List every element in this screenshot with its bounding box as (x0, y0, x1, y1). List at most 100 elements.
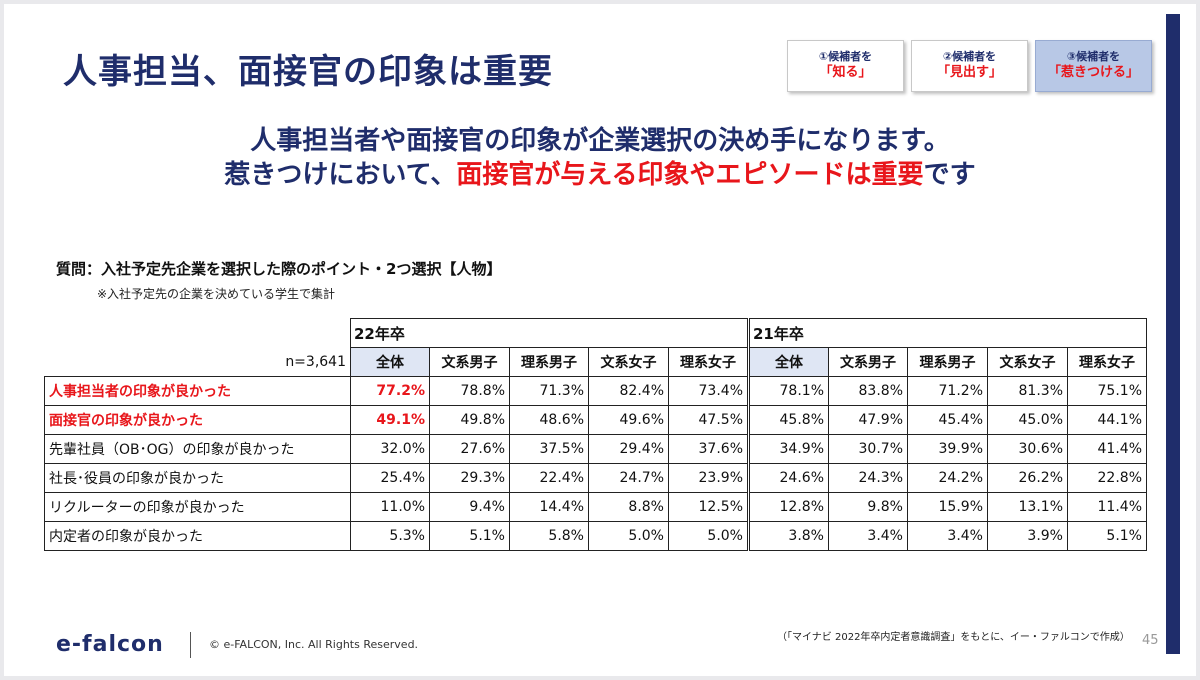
table-cell: 71.2% (907, 376, 988, 406)
sample-size: n=3,641 (285, 353, 346, 370)
table-cell: 29.3% (429, 463, 510, 493)
step-3-attract: ③候補者を 「惹きつける」 (1035, 40, 1152, 92)
page-number: 45 (1142, 633, 1159, 648)
table-cell: 22.4% (509, 463, 589, 493)
headline-line-2-prefix: 惹きつけにおいて、 (224, 160, 457, 190)
table-row: 面接官の印象が良かった 49.1% 49.8% 48.6% 49.6% 47.5% 45.8… (44, 405, 1147, 435)
row-label: 面接官の印象が良かった (44, 405, 351, 435)
col-header-all: 全体 (350, 347, 430, 377)
step-3-number: ③候補者を (1066, 50, 1121, 63)
table-cell: 3.9% (987, 521, 1068, 551)
table-cell: 39.9% (907, 434, 988, 464)
col-header-science-male: 理系男子 (509, 347, 589, 377)
table-cell: 5.0% (668, 521, 749, 551)
row-label: 社長･役員の印象が良かった (44, 463, 351, 493)
accent-bar (1166, 14, 1180, 654)
table-group-row: 22年卒 21年卒 (45, 318, 1147, 348)
table-cell: 3.8% (747, 521, 829, 551)
table-cell: 9.4% (429, 492, 510, 522)
table-cell: 3.4% (907, 521, 988, 551)
table-cell: 49.1% (350, 405, 430, 435)
table-cell: 78.8% (429, 376, 510, 406)
col-header-science-female: 理系女子 (668, 347, 749, 377)
table-cell: 3.4% (828, 521, 908, 551)
table-cell: 78.1% (747, 376, 829, 406)
copyright: © e-FALCON, Inc. All Rights Reserved. (209, 638, 419, 651)
row-label: リクルーターの印象が良かった (44, 492, 351, 522)
table-cell: 24.7% (588, 463, 669, 493)
headline-line-2-highlight: 面接官が与える印象やエピソードは重要 (456, 160, 924, 190)
table-cell: 29.4% (588, 434, 669, 464)
col-header-all: 全体 (747, 347, 829, 377)
results-table: 22年卒 21年卒 n=3,641 全体 文系男子 理系男子 文系女子 理系女子… (44, 318, 1147, 551)
page-title: 人事担当、面接官の印象は重要 (63, 52, 553, 92)
step-1-label: 「知る」 (819, 65, 872, 80)
table-cell: 37.5% (509, 434, 589, 464)
table-cell: 5.0% (588, 521, 669, 551)
source-citation: （「マイナビ 2022年卒内定者意識調査」をもとに、イー・ファルコンで作成） (777, 632, 1130, 643)
group-header-22: 22年卒 (350, 318, 749, 348)
table-cell: 49.8% (429, 405, 510, 435)
table-cell: 5.1% (1067, 521, 1147, 551)
survey-question: 質問：入社予定先企業を選択した際のポイント・2つ選択【人物】 (56, 260, 502, 278)
col-header-science-male: 理系男子 (907, 347, 988, 377)
table-cell: 47.9% (828, 405, 908, 435)
step-2-find: ②候補者を 「見出す」 (911, 40, 1028, 92)
col-header-humanities-male: 文系男子 (828, 347, 908, 377)
table-cell: 41.4% (1067, 434, 1147, 464)
table-cell: 71.3% (509, 376, 589, 406)
table-cell: 45.0% (987, 405, 1068, 435)
table-cell: 9.8% (828, 492, 908, 522)
row-label: 先輩社員（OB･OG）の印象が良かった (44, 434, 351, 464)
table-cell: 45.4% (907, 405, 988, 435)
table-cell: 24.6% (747, 463, 829, 493)
row-label: 人事担当者の印象が良かった (44, 376, 351, 406)
table-cell: 30.6% (987, 434, 1068, 464)
table-cell: 75.1% (1067, 376, 1147, 406)
col-header-humanities-male: 文系男子 (429, 347, 510, 377)
table-cell: 77.2% (350, 376, 430, 406)
table-cell: 24.2% (907, 463, 988, 493)
table-cell: 73.4% (668, 376, 749, 406)
table-cell: 5.3% (350, 521, 430, 551)
survey-note: ※入社予定先の企業を決めている学生で集計 (97, 287, 336, 301)
table-cell: 81.3% (987, 376, 1068, 406)
table-cell: 5.8% (509, 521, 589, 551)
table-cell: 30.7% (828, 434, 908, 464)
table-row: 先輩社員（OB･OG）の印象が良かった 32.0% 27.6% 37.5% 29.4% 3… (44, 434, 1147, 464)
table-row: 社長･役員の印象が良かった 25.4% 29.3% 22.4% 24.7% 23.9% 24… (44, 463, 1147, 493)
table-cell: 32.0% (350, 434, 430, 464)
table-cell: 15.9% (907, 492, 988, 522)
table-cell: 24.3% (828, 463, 908, 493)
table-cell: 47.5% (668, 405, 749, 435)
table-cell: 44.1% (1067, 405, 1147, 435)
slide: 人事担当、面接官の印象は重要 ①候補者を 「知る」 ②候補者を 「見出す」 ③候… (4, 4, 1196, 676)
col-header-science-female: 理系女子 (1067, 347, 1147, 377)
table-row: リクルーターの印象が良かった 11.0% 9.4% 14.4% 8.8% 12.5% 12.… (44, 492, 1147, 522)
table-cell: 14.4% (509, 492, 589, 522)
table-cell: 13.1% (987, 492, 1068, 522)
footer-divider (190, 632, 191, 658)
step-2-label: 「見出す」 (936, 65, 1002, 80)
col-header-humanities-female: 文系女子 (588, 347, 669, 377)
table-cell: 27.6% (429, 434, 510, 464)
step-2-number: ②候補者を (942, 50, 997, 63)
group-header-21: 21年卒 (747, 318, 1147, 348)
table-body: 人事担当者の印象が良かった 77.2% 78.8% 71.3% 82.4% 73.4% 78… (44, 376, 1147, 551)
table-cell: 45.8% (747, 405, 829, 435)
headline-line-2: 惹きつけにおいて、面接官が与える印象やエピソードは重要です (4, 154, 1196, 191)
table-cell: 5.1% (429, 521, 510, 551)
headline-line-2-suffix: です (923, 160, 976, 190)
table-cell: 48.6% (509, 405, 589, 435)
col-header-humanities-female: 文系女子 (987, 347, 1068, 377)
table-cell: 26.2% (987, 463, 1068, 493)
table-row: 内定者の印象が良かった 5.3% 5.1% 5.8% 5.0% 5.0% 3.8% 3.4% 3… (44, 521, 1147, 551)
table-cell: 12.5% (668, 492, 749, 522)
table-subheader-row: n=3,641 全体 文系男子 理系男子 文系女子 理系女子 全体 文系男子 理… (45, 347, 1147, 377)
table-cell: 22.8% (1067, 463, 1147, 493)
headline-line-1: 人事担当者や面接官の印象が企業選択の決め手になります。 (250, 126, 950, 156)
step-1-number: ①候補者を (818, 50, 873, 63)
table-row: 人事担当者の印象が良かった 77.2% 78.8% 71.3% 82.4% 73.4% 78… (44, 376, 1147, 406)
table-cell: 8.8% (588, 492, 669, 522)
table-cell: 23.9% (668, 463, 749, 493)
